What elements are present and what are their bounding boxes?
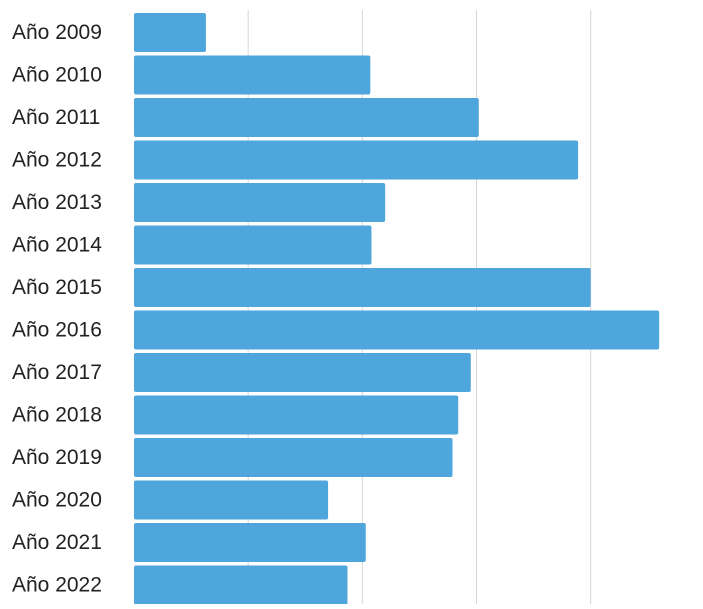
bar: [134, 98, 479, 137]
bar: [134, 395, 459, 435]
category-label: Año 2015: [12, 276, 102, 299]
category-label: Año 2021: [12, 531, 102, 554]
bar: [134, 353, 471, 392]
category-label: Año 2011: [12, 106, 100, 129]
category-label: Año 2019: [12, 446, 102, 469]
category-label: Año 2009: [12, 21, 102, 44]
bar: [134, 225, 372, 265]
bar: [134, 523, 366, 562]
bar: [134, 183, 386, 222]
bar: [134, 565, 348, 605]
category-label: Año 2013: [12, 191, 102, 214]
bar: [134, 438, 453, 477]
category-label: Año 2012: [12, 149, 102, 172]
category-label: Año 2016: [12, 319, 102, 342]
category-label: Año 2017: [12, 361, 102, 384]
bar: [134, 13, 206, 52]
bar: [134, 55, 371, 95]
bars: [134, 13, 660, 605]
category-label: Año 2014: [12, 234, 102, 257]
category-labels: Año 2009 Año 2010 Año 2011 Año 2012 Año 2013…: [12, 21, 102, 597]
bar: [134, 310, 660, 350]
bar: [134, 140, 579, 180]
category-label: Año 2020: [12, 489, 102, 512]
bar: [134, 480, 329, 520]
category-label: Año 2018: [12, 404, 102, 427]
category-label: Año 2022: [12, 574, 102, 597]
bar: [134, 268, 591, 307]
category-label: Año 2010: [12, 64, 102, 87]
